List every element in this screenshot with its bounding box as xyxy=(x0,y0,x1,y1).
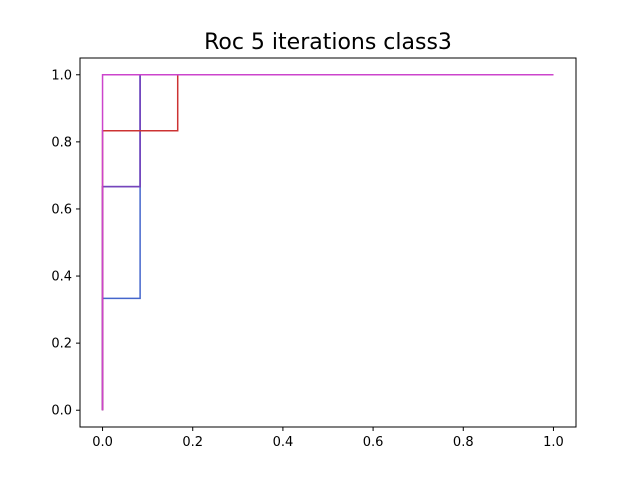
x-tick-label: 0.2 xyxy=(182,435,203,450)
x-tick-label: 0.4 xyxy=(273,435,294,450)
x-tick-label: 0.8 xyxy=(453,435,474,450)
chart-title: Roc 5 iterations class3 xyxy=(204,30,452,55)
y-tick-label: 0.4 xyxy=(51,270,72,285)
roc-curve-5 xyxy=(101,74,554,411)
y-tick-label: 0.2 xyxy=(51,337,72,352)
y-tick-label: 1.0 xyxy=(51,68,72,83)
x-tick-label: 1.0 xyxy=(543,435,564,450)
y-tick-label: 0.8 xyxy=(51,135,72,150)
x-tick-label: 0.6 xyxy=(363,435,384,450)
x-tick-label: 0.0 xyxy=(92,435,113,450)
axes-frame xyxy=(79,57,577,428)
y-tick-label: 0.6 xyxy=(51,202,72,217)
y-tick-label: 0.0 xyxy=(51,404,72,419)
ticks-layer: 0.0 0.2 0.4 0.6 0.8 1.0 0.0 0.2 0.4 0.6 0.8 1.0 xyxy=(51,68,563,450)
series-layer xyxy=(101,74,554,411)
